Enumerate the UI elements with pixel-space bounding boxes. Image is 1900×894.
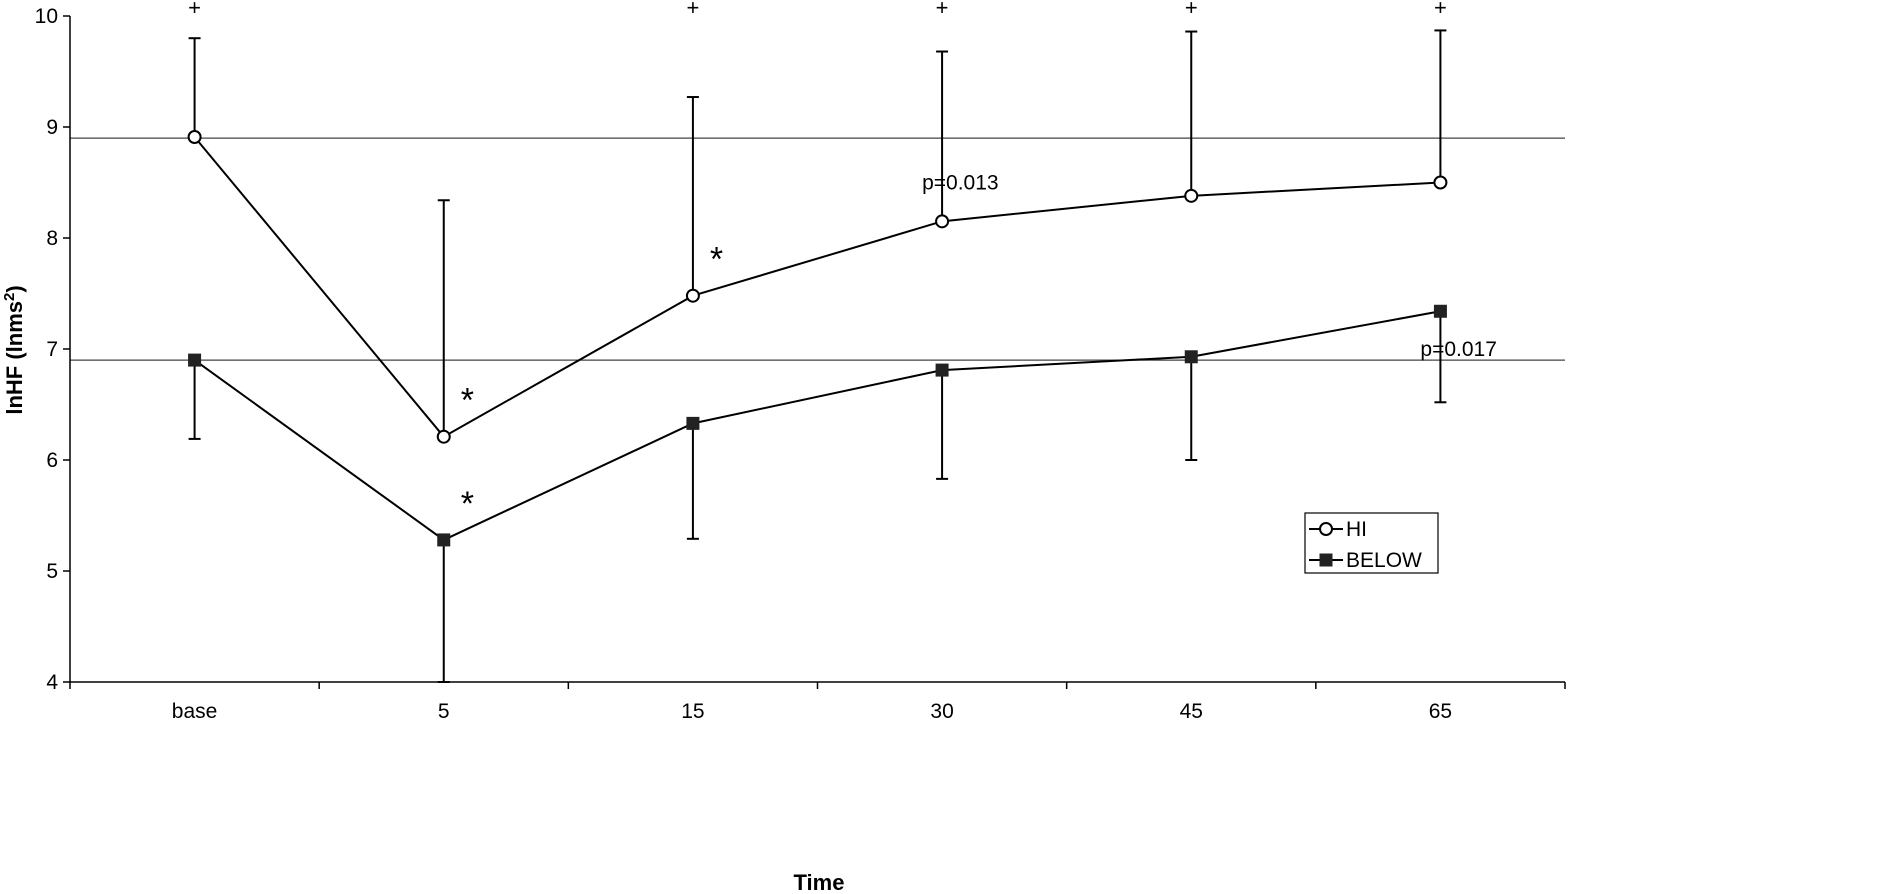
- error-bars: [188, 29, 1447, 683]
- x-tick-label-30: 30: [930, 700, 953, 723]
- x-tick-label-15: 15: [681, 700, 704, 723]
- legend-hi-label: HI: [1346, 518, 1367, 541]
- plus-mark-4: +: [1434, 0, 1447, 20]
- legend-below-label: BELOW: [1346, 549, 1422, 572]
- series-line-HI: [193, 136, 1441, 438]
- legend-hi-marker: [1319, 522, 1333, 536]
- x-tick-label-base: base: [172, 700, 218, 723]
- p-value-annotation-0: p=0.013: [922, 172, 999, 195]
- y-tick-label-7: 7: [46, 338, 58, 361]
- point-HI-45: [1184, 188, 1199, 203]
- point-HI-5: [436, 429, 451, 444]
- point-HI-65: [1433, 175, 1448, 190]
- y-axis-title-close: ): [2, 285, 27, 292]
- point-HI-15: [685, 288, 700, 303]
- annotations: p=0.013 p=0.017 * * * + + + + +: [188, 0, 1497, 523]
- y-axis-title: lnHF (lnms2): [1, 285, 28, 414]
- significance-star-1: *: [710, 241, 723, 279]
- point-HI-30: [935, 214, 950, 229]
- significance-star-0: *: [461, 382, 474, 420]
- plus-mark-1: +: [686, 0, 699, 20]
- x-axis-title: Time: [794, 870, 845, 894]
- y-axis-title-superscript: 2: [1, 293, 18, 301]
- y-tick-labels: 4 5 6 7 8 9 10: [35, 5, 59, 694]
- series-lines: [193, 136, 1441, 542]
- axes: [63, 15, 1566, 689]
- plus-mark-2: +: [936, 0, 949, 20]
- reference-lines: [70, 137, 1565, 361]
- significance-star-2: *: [461, 485, 474, 523]
- point-BELOW-45: [1184, 350, 1198, 364]
- y-tick-label-9: 9: [46, 116, 58, 139]
- y-tick-label-5: 5: [46, 560, 58, 583]
- x-tick-label-5: 5: [438, 700, 450, 723]
- x-tick-label-65: 65: [1429, 700, 1452, 723]
- plus-mark-3: +: [1185, 0, 1198, 20]
- point-BELOW-base: [188, 353, 202, 367]
- point-BELOW-15: [686, 416, 700, 430]
- point-BELOW-30: [935, 363, 949, 377]
- y-tick-label-10: 10: [35, 5, 58, 28]
- series-line-BELOW: [193, 310, 1441, 542]
- y-axis-title-text: lnHF (lnms: [2, 301, 27, 415]
- x-tick-labels: base 5 15 30 45 65: [172, 700, 1452, 723]
- y-tick-label-8: 8: [46, 227, 58, 250]
- y-tick-label-6: 6: [46, 449, 58, 472]
- point-BELOW-65: [1433, 304, 1447, 318]
- plus-mark-0: +: [188, 0, 201, 20]
- x-tick-label-45: 45: [1180, 700, 1203, 723]
- legend-below-marker: [1319, 553, 1333, 567]
- series-markers: [187, 129, 1448, 547]
- legend: HI BELOW: [1304, 512, 1439, 574]
- p-value-annotation-1: p=0.017: [1420, 338, 1497, 361]
- point-HI-base: [187, 129, 202, 144]
- y-tick-label-4: 4: [46, 671, 58, 694]
- point-BELOW-5: [437, 533, 451, 547]
